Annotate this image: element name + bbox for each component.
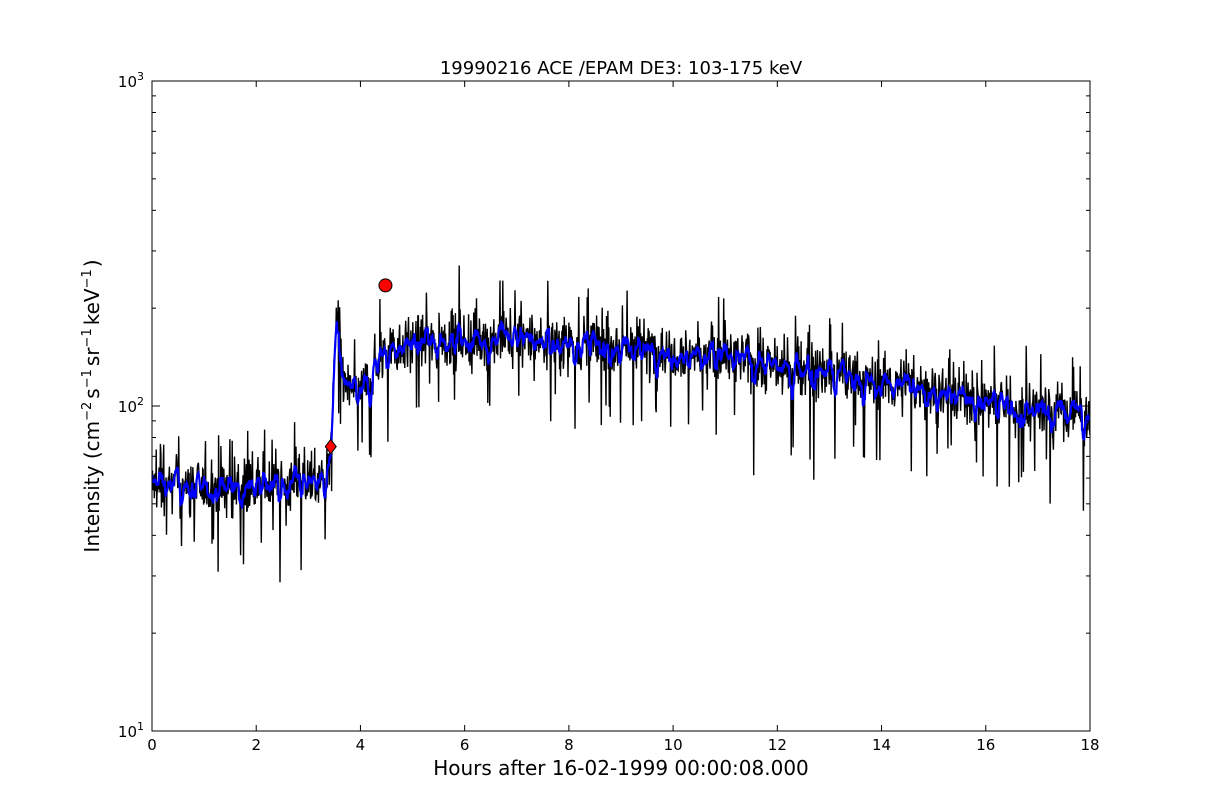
smoothed-series: [151, 320, 1091, 509]
y-axis-label-exp1: −2: [80, 402, 95, 421]
x-tick-label: 8: [564, 736, 574, 754]
y-axis-label-tail: ): [80, 259, 104, 267]
y-axis-label-mid2: sr: [80, 347, 104, 366]
onset-marker: [324, 438, 337, 455]
event-markers: [324, 278, 393, 455]
y-axis-label-lead: Intensity (cm: [80, 421, 104, 553]
y-axis-label-exp3: −1: [80, 328, 95, 347]
raw-series: [151, 265, 1091, 583]
y-axis-label-exp2: −1: [80, 369, 95, 388]
x-tick-label: 2: [251, 736, 261, 754]
x-tick-label: 14: [872, 736, 891, 754]
y-axis-label-mid1: s: [80, 388, 104, 398]
y-axis-ticks: 101 102 103: [118, 70, 1090, 741]
x-tick-label: 4: [356, 736, 366, 754]
y-tick-label: 102: [118, 395, 144, 416]
chart-title: 19990216 ACE /EPAM DE3: 103-175 keV: [440, 58, 803, 79]
x-tick-label: 10: [664, 736, 683, 754]
x-axis-label: Hours after 16-02-1999 00:00:08.000: [433, 756, 809, 780]
x-tick-label: 18: [1080, 736, 1099, 754]
x-tick-label: 12: [768, 736, 787, 754]
y-axis-label-exp4: −1: [80, 269, 95, 288]
y-axis-label: Intensity (cm−2s−1sr−1keV−1): [80, 259, 104, 552]
x-axis-ticks: 0 2 4 6 8 10 12 14 16 18: [147, 81, 1100, 754]
plot-area: [151, 265, 1091, 583]
x-tick-label: 16: [976, 736, 995, 754]
y-tick-label: 101: [118, 720, 144, 741]
peak-marker: [378, 278, 393, 293]
raw-series-line: [151, 265, 1091, 583]
smoothed-series-line: [151, 320, 1091, 509]
y-tick-label: 103: [118, 70, 144, 91]
y-axis-label-mid3: keV: [80, 288, 104, 325]
x-tick-label: 6: [460, 736, 470, 754]
x-tick-label: 0: [147, 736, 157, 754]
